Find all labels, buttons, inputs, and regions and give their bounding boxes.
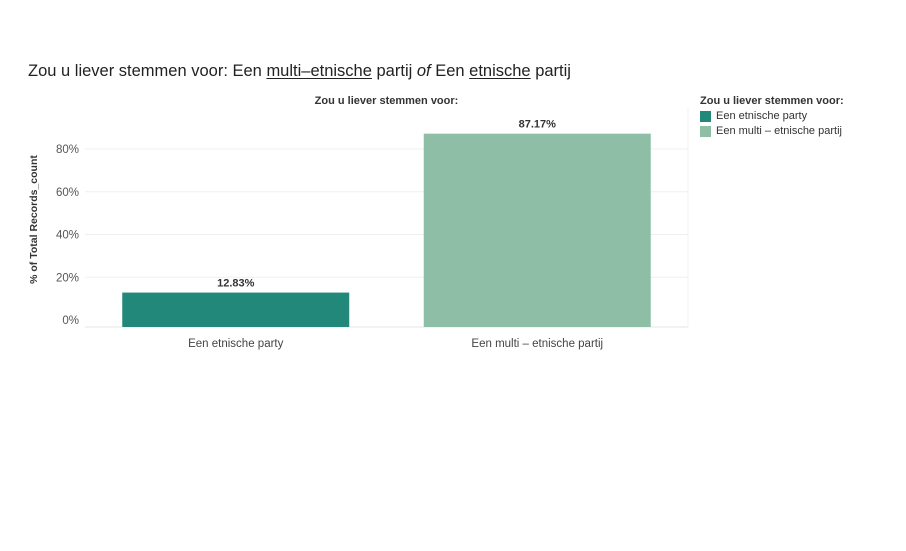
- y-tick-label-40: 40%: [56, 230, 79, 242]
- title-underlined-etnische: etnische: [469, 62, 531, 80]
- column-header: Zou u liever stemmen voor:: [315, 95, 459, 107]
- title-suffix: partij: [530, 62, 571, 80]
- title-italic-of: of: [416, 62, 431, 80]
- legend-swatch-multi-etnische: [700, 125, 711, 137]
- title-middle-2: Een: [430, 62, 470, 80]
- bar-0: [122, 292, 350, 327]
- y-tick-label-60: 60%: [56, 187, 79, 199]
- y-tick-label-20: 20%: [56, 272, 79, 284]
- legend-item-etnische[interactable]: Een etnische party: [700, 110, 844, 122]
- legend: Zou u liever stemmen voor: Een etnische …: [700, 95, 844, 137]
- legend-swatch-etnische: [700, 110, 711, 122]
- bar-value-label-0: 12.83%: [217, 278, 255, 290]
- legend-title: Zou u liever stemmen voor:: [700, 95, 844, 107]
- title-middle: partij: [371, 62, 417, 80]
- title-prefix: Zou u liever stemmen voor: Een: [28, 62, 267, 80]
- y-tick-label-0: 0%: [62, 315, 79, 327]
- legend-label-multi-etnische: Een multi – etnische partij: [716, 125, 842, 137]
- legend-item-multi-etnische[interactable]: Een multi – etnische partij: [700, 125, 844, 137]
- chart-title: Zou u liever stemmen voor: Een multi–etn…: [28, 62, 571, 81]
- x-tick-label-0: Een etnische party: [188, 338, 284, 350]
- title-underlined-multi: multi–etnische: [266, 62, 372, 80]
- x-tick-label-1: Een multi – etnische partij: [471, 338, 603, 350]
- legend-label-etnische: Een etnische party: [716, 110, 808, 122]
- y-axis-label: % of Total Records_count: [28, 155, 40, 284]
- y-tick-label-80: 80%: [56, 144, 79, 156]
- bar-value-label-1: 87.17%: [519, 119, 557, 131]
- bar-1: [423, 133, 651, 327]
